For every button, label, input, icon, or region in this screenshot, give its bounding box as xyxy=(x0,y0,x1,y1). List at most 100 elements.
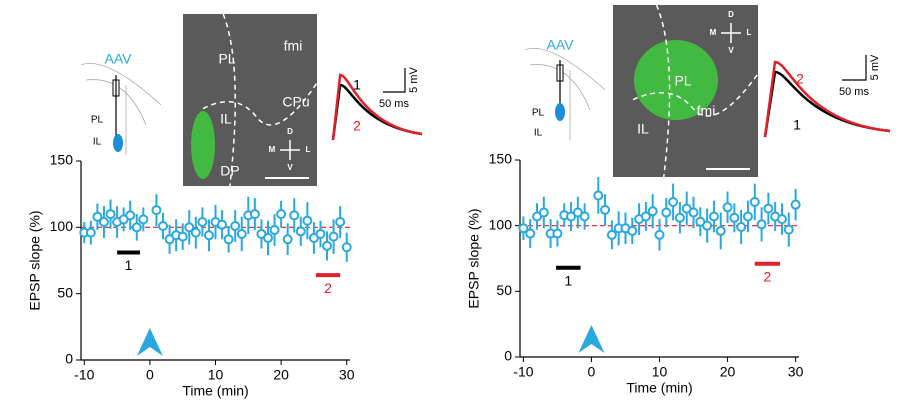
compass-arrows xyxy=(280,140,300,160)
trace-label: 2 xyxy=(796,71,804,87)
x-tick-label: -10 xyxy=(513,364,533,380)
data-point xyxy=(236,228,247,239)
y-tick-label: 0 xyxy=(504,348,512,364)
brain-outline xyxy=(524,48,606,140)
trace-label: 1 xyxy=(793,117,801,133)
data-point xyxy=(790,199,801,210)
y-tick-label: 100 xyxy=(50,218,74,234)
data-point xyxy=(525,228,536,239)
image-label: PL xyxy=(674,73,691,89)
data-point xyxy=(736,221,747,232)
data-point xyxy=(151,205,162,216)
data-point xyxy=(223,234,234,245)
y-axis-label: EPSP slope (%) xyxy=(466,208,482,308)
x-tick-label: 20 xyxy=(273,367,289,383)
image-label: PL xyxy=(218,51,235,67)
data-point xyxy=(302,215,313,226)
region-label: PL xyxy=(532,108,545,119)
injection-site xyxy=(555,103,565,121)
brain-outline xyxy=(80,63,162,155)
trace-label: 1 xyxy=(353,77,361,93)
data-point xyxy=(158,221,169,232)
x-tick-label: 30 xyxy=(788,364,804,380)
compass-label: L xyxy=(747,28,752,37)
compass-label: L xyxy=(306,145,311,154)
data-point xyxy=(640,211,651,222)
region-boundary xyxy=(632,4,759,178)
period-label: 1 xyxy=(564,272,572,288)
region-label: PL xyxy=(91,115,104,126)
data-point xyxy=(518,223,529,234)
data-point xyxy=(688,207,699,218)
data-point xyxy=(776,214,787,225)
data-point xyxy=(715,225,726,236)
scale-label: 5 mV xyxy=(869,54,881,80)
y-axis-label: EPSP slope (%) xyxy=(27,210,43,310)
data-point xyxy=(702,220,713,231)
x-tick-label: 0 xyxy=(146,367,154,383)
data-point xyxy=(756,219,767,230)
data-point xyxy=(249,209,260,220)
data-point xyxy=(538,207,549,218)
stimulus-arrow xyxy=(578,325,605,353)
period-label: 1 xyxy=(125,257,133,273)
x-tick-label: 10 xyxy=(652,364,668,380)
compass-label: D xyxy=(728,10,734,19)
x-tick-label: 0 xyxy=(588,364,596,380)
data-point xyxy=(197,217,208,228)
y-tick-label: 150 xyxy=(50,152,74,168)
data-point xyxy=(328,231,339,242)
data-point xyxy=(708,211,719,222)
data-point xyxy=(92,211,103,222)
data-point xyxy=(177,231,188,242)
stimulus-arrow xyxy=(136,328,163,356)
data-point xyxy=(125,210,136,221)
data-point xyxy=(627,225,638,236)
image-label: CPu xyxy=(282,94,309,110)
data-point xyxy=(262,232,273,243)
data-point xyxy=(552,228,563,239)
data-point xyxy=(105,209,116,220)
compass-label: M xyxy=(710,28,717,37)
data-point xyxy=(85,227,96,238)
data-point xyxy=(729,212,740,223)
data-point xyxy=(668,197,679,208)
region-boundary xyxy=(202,13,318,187)
data-point xyxy=(606,229,617,240)
compass-label: M xyxy=(269,145,276,154)
compass-arrows xyxy=(721,23,741,43)
data-point xyxy=(315,228,326,239)
scale-label: 50 ms xyxy=(839,86,869,98)
virus-label: AAV xyxy=(547,37,575,53)
image-label: DP xyxy=(220,163,239,179)
y-tick-label: 150 xyxy=(489,151,513,167)
trace-scale-bar xyxy=(383,68,406,93)
data-point xyxy=(783,224,794,235)
region-label: IL xyxy=(534,128,543,139)
x-axis-label: Time (min) xyxy=(626,380,692,396)
fluorescence xyxy=(634,40,718,120)
epsp-trace xyxy=(763,60,891,138)
scale-label: 5 mV xyxy=(408,67,420,93)
x-axis-label: Time (min) xyxy=(182,383,248,399)
y-tick-label: 50 xyxy=(57,284,73,300)
data-point xyxy=(647,206,658,217)
data-point xyxy=(335,217,346,228)
x-tick-label: 10 xyxy=(208,367,224,383)
trace-scale-bar xyxy=(842,55,867,81)
period-label: 2 xyxy=(324,280,332,296)
data-point xyxy=(138,214,149,225)
scale-label: 50 ms xyxy=(379,98,409,110)
data-point xyxy=(203,230,214,241)
data-point xyxy=(579,211,590,222)
data-point xyxy=(295,226,306,237)
data-point xyxy=(722,202,733,213)
data-point xyxy=(184,222,195,233)
period-label: 2 xyxy=(763,268,771,284)
x-tick-label: 20 xyxy=(720,364,736,380)
data-point xyxy=(289,210,300,221)
data-point xyxy=(763,203,774,214)
x-tick-label: -10 xyxy=(74,367,94,383)
